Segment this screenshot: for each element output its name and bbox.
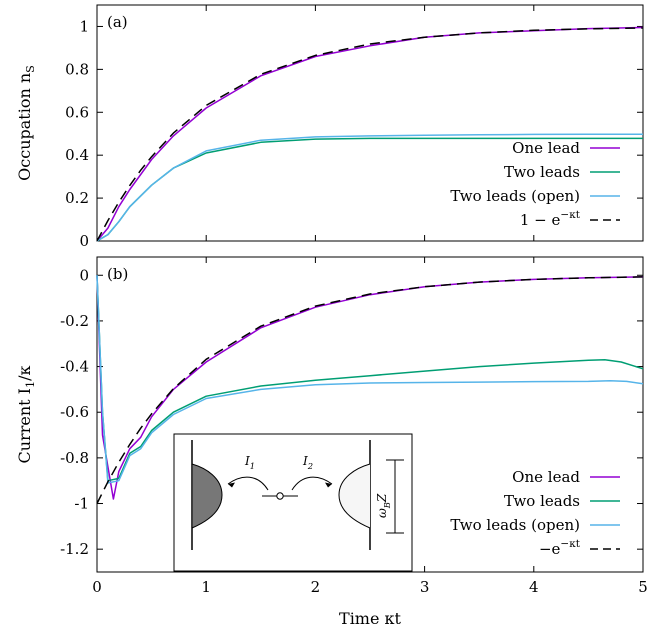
y-tick-label: -1.2: [60, 540, 89, 558]
legend-label: Two leads (open): [450, 516, 580, 534]
inset-label-omega: ωB​Z: [375, 493, 392, 518]
x-tick-label: 0: [92, 578, 102, 596]
y-tick-label: 0.4: [65, 146, 89, 164]
y-tick-label: 0.2: [65, 189, 89, 207]
y-tick-label: 0.6: [65, 103, 89, 121]
legend-label: One lead: [512, 468, 580, 486]
inset-label-i2: I2​: [302, 454, 313, 471]
arrow-i2: [291, 476, 333, 491]
y-tick-label: -0.2: [60, 312, 89, 330]
inset-schematic: I1​ I2​ ωB​Z: [173, 433, 413, 572]
y-tick-label: -1: [74, 495, 89, 513]
series-line-two_leads_open: [96, 275, 644, 484]
x-tick-label: 2: [311, 578, 321, 596]
series-line-two_leads: [96, 275, 644, 482]
x-tick-label: 4: [529, 578, 539, 596]
panel-b: 0 1 2 3 4 5 0 -0.2 -0.4 -0.6 -0.8 -1 -1.2 (b) Current …: [15, 256, 648, 628]
panel-label: (b): [107, 265, 128, 283]
y-axis-label: Occupation nS​: [15, 65, 37, 181]
left-lead-distribution: [191, 463, 223, 529]
legend-label: Two leads: [504, 163, 580, 181]
panel-label: (a): [107, 13, 128, 31]
series-line-reference: [96, 276, 644, 504]
arrow-i1-head: [228, 482, 235, 488]
legend-label: Two leads (open): [450, 187, 580, 205]
x-tick-label: 3: [420, 578, 430, 596]
plot-frame: [96, 256, 644, 573]
dot-site: [276, 492, 284, 500]
arrow-i2-head: [325, 482, 332, 488]
x-axis-label: Time κt: [339, 609, 402, 628]
series-line-two_leads_open: [96, 133, 643, 242]
y-tick-label: -0.6: [60, 403, 89, 421]
y-tick-label: 0: [79, 232, 89, 250]
panel-a: 0 0.2 0.4 0.6 0.8 1 (a) Occupation nS​ One lead T…: [15, 4, 644, 250]
y-tick-label: -0.4: [60, 358, 89, 376]
legend-label: 1 − e−κt​: [520, 209, 581, 229]
inset-label-i1: I1​: [244, 454, 255, 471]
y-axis-label: Current I1​/κ: [15, 366, 37, 464]
x-tick-label: 5: [638, 578, 648, 596]
legend-label: Two leads: [504, 492, 580, 510]
arrow-i1: [227, 476, 269, 491]
series-line-reference: [96, 27, 644, 242]
y-tick-label: 0: [79, 266, 89, 284]
x-tick-label: 1: [201, 578, 211, 596]
y-tick-label: 1: [79, 17, 89, 35]
plot-frame: [96, 4, 644, 242]
legend-label: −e−κt​: [539, 538, 581, 558]
right-lead-distribution: [338, 463, 371, 529]
y-tick-label: -0.8: [60, 449, 89, 467]
legend-label: One lead: [512, 139, 580, 157]
y-tick-label: 0.8: [65, 60, 89, 78]
